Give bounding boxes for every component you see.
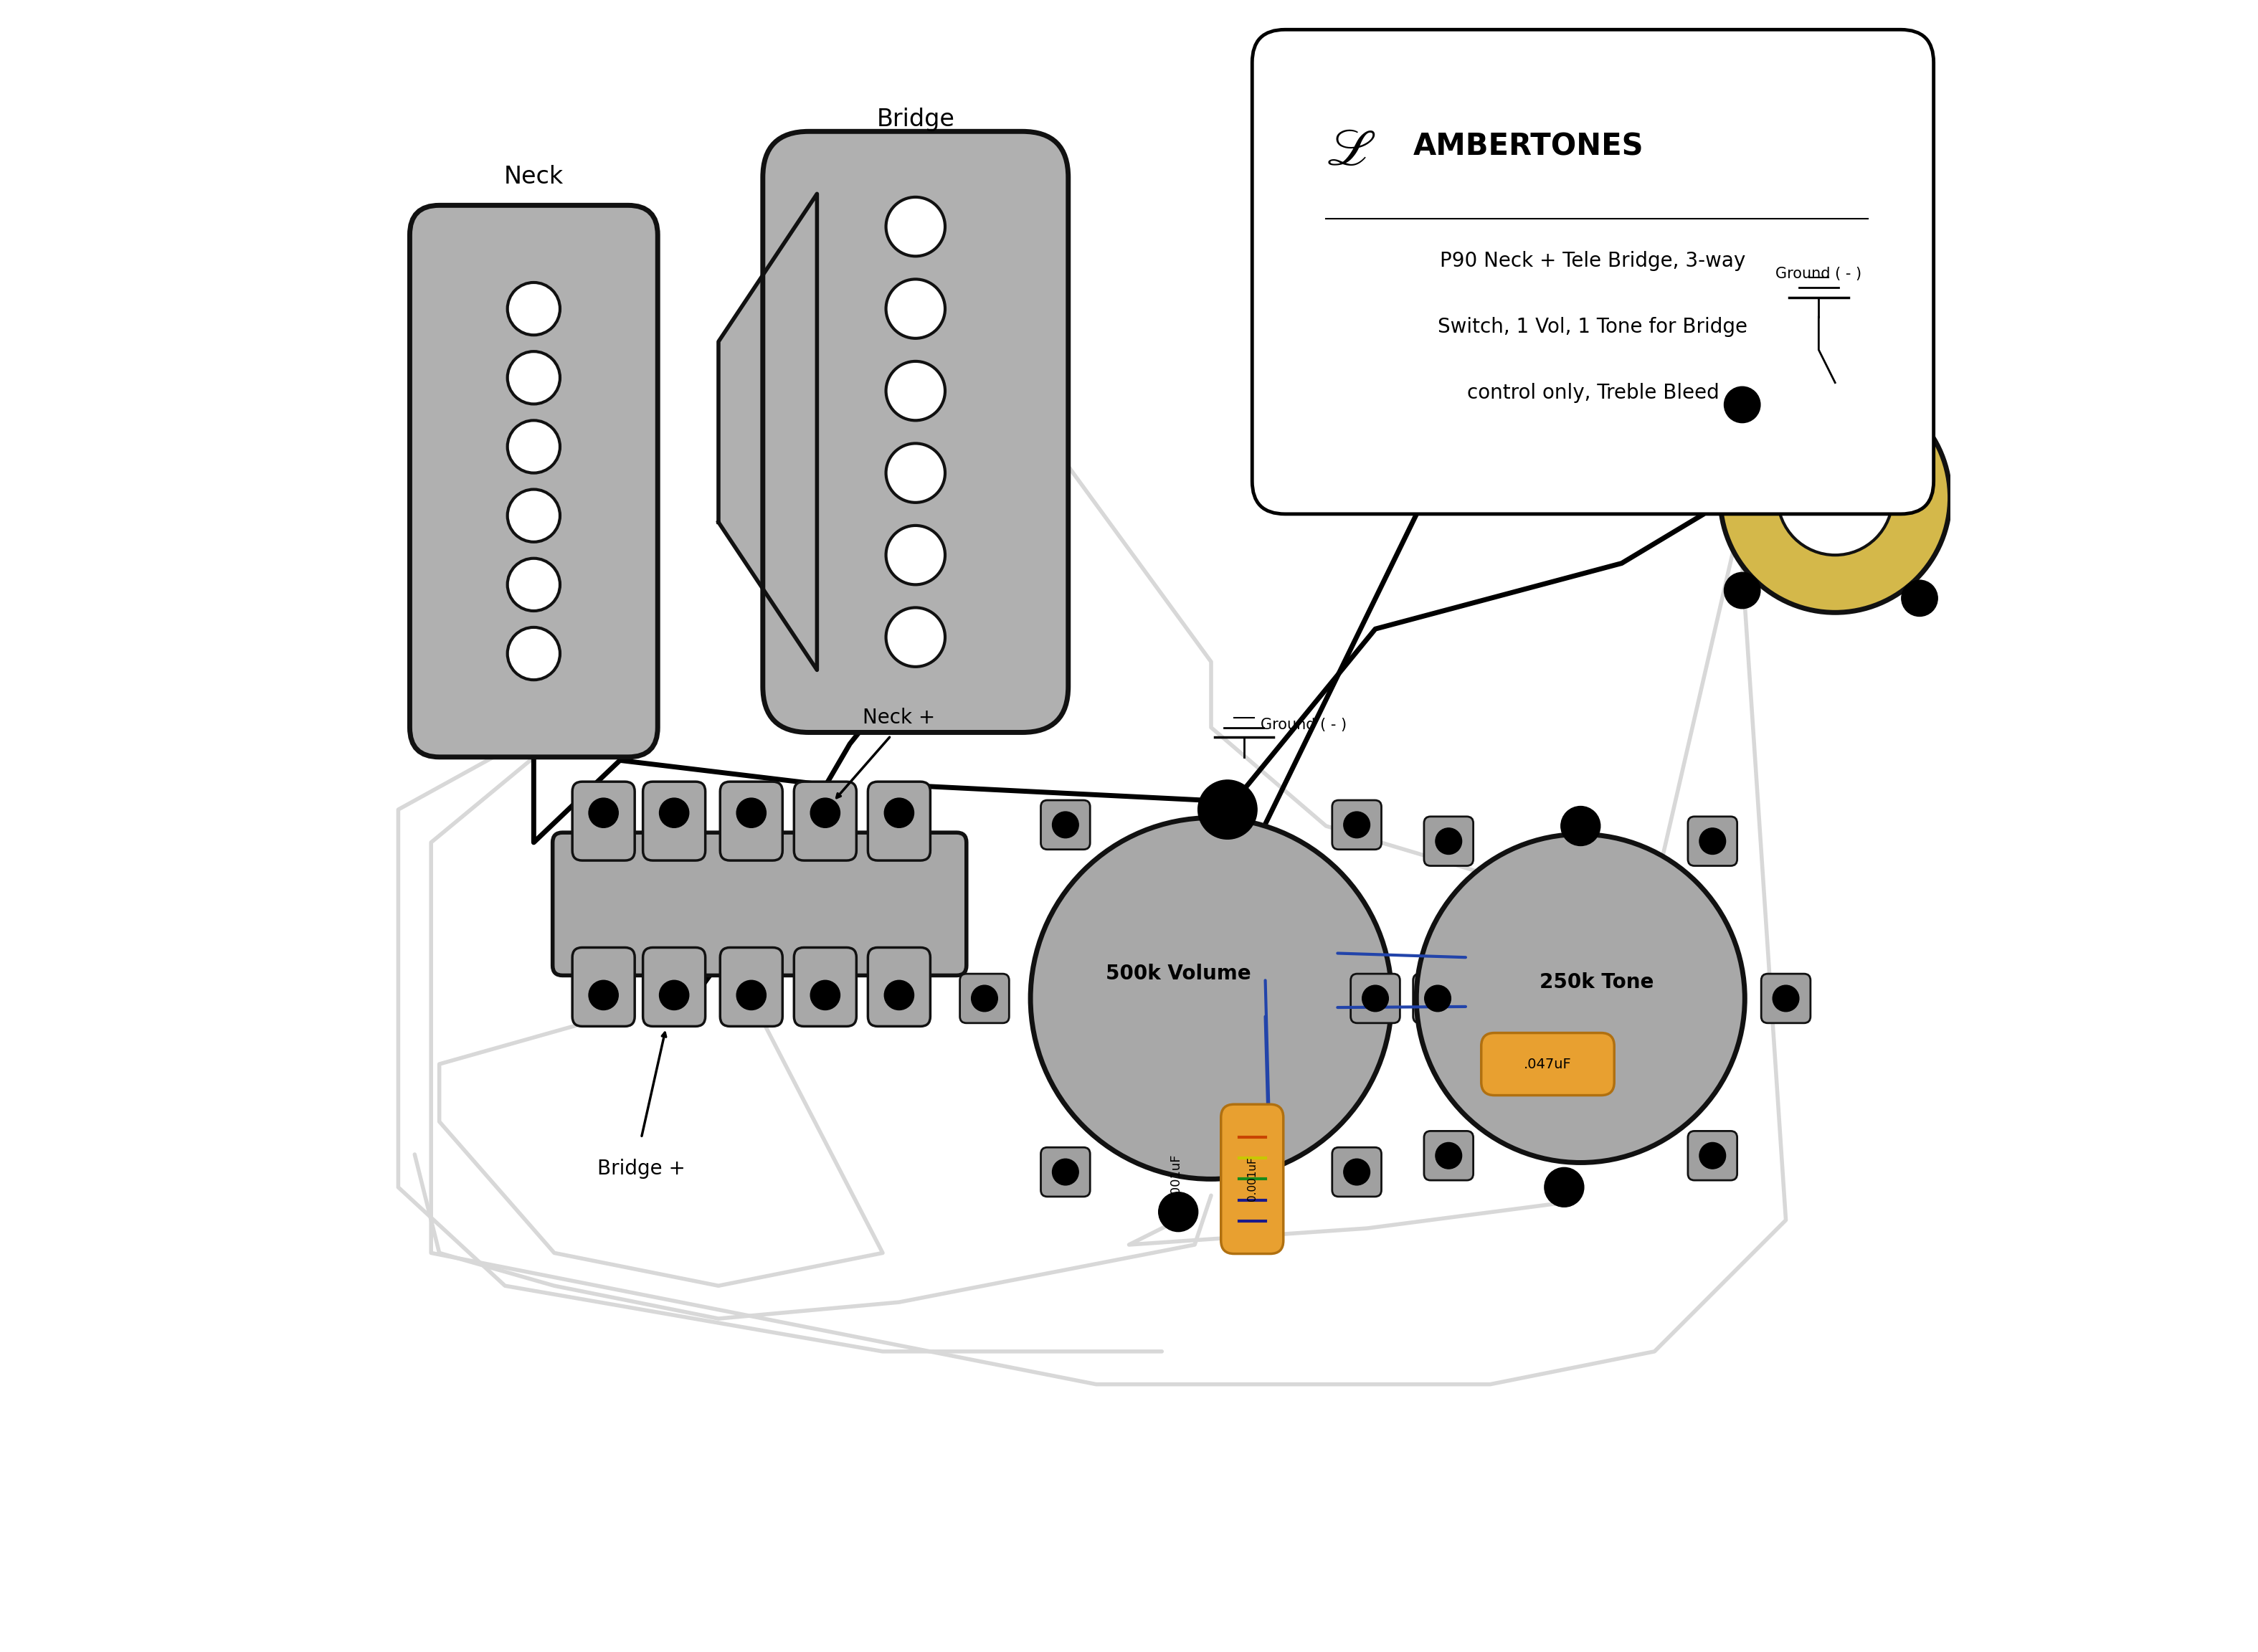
Circle shape [1030, 818, 1391, 1180]
Text: AMBERTONES: AMBERTONES [1414, 132, 1644, 162]
Polygon shape [718, 193, 817, 671]
Text: Bridge: Bridge [876, 107, 955, 132]
Circle shape [885, 197, 946, 256]
Circle shape [1416, 834, 1745, 1163]
FancyBboxPatch shape [960, 973, 1009, 1023]
Text: control only, Treble Bleed: control only, Treble Bleed [1468, 383, 1718, 403]
Circle shape [508, 282, 560, 335]
Text: 250k Tone: 250k Tone [1540, 971, 1655, 993]
Circle shape [885, 443, 946, 502]
Circle shape [1777, 439, 1892, 555]
Circle shape [508, 489, 560, 542]
FancyBboxPatch shape [1332, 800, 1382, 849]
FancyBboxPatch shape [720, 781, 784, 861]
Circle shape [1158, 1193, 1199, 1232]
Circle shape [1560, 806, 1601, 846]
FancyBboxPatch shape [1761, 973, 1811, 1023]
Circle shape [1725, 387, 1761, 423]
Circle shape [971, 985, 998, 1011]
FancyBboxPatch shape [1332, 1148, 1382, 1196]
FancyBboxPatch shape [867, 781, 930, 861]
FancyBboxPatch shape [571, 948, 634, 1026]
FancyBboxPatch shape [795, 948, 856, 1026]
Circle shape [1700, 828, 1725, 854]
Circle shape [1344, 1158, 1371, 1184]
Circle shape [1052, 1158, 1079, 1184]
Text: 0.001uF: 0.001uF [1170, 1153, 1183, 1204]
Text: Ground ( - ): Ground ( - ) [1260, 719, 1346, 732]
Text: Bridge +: Bridge + [596, 1160, 686, 1180]
Circle shape [508, 352, 560, 405]
Circle shape [1773, 985, 1800, 1011]
FancyBboxPatch shape [720, 948, 784, 1026]
Text: P90 Neck + Tele Bridge, 3-way: P90 Neck + Tele Bridge, 3-way [1441, 251, 1745, 271]
Circle shape [885, 980, 914, 1009]
Circle shape [508, 628, 560, 681]
FancyBboxPatch shape [1689, 1132, 1736, 1180]
FancyBboxPatch shape [1425, 816, 1472, 866]
FancyBboxPatch shape [867, 948, 930, 1026]
Circle shape [659, 798, 689, 828]
Circle shape [1436, 828, 1461, 854]
FancyBboxPatch shape [795, 781, 856, 861]
FancyBboxPatch shape [1041, 800, 1091, 849]
Circle shape [885, 608, 946, 667]
FancyBboxPatch shape [1481, 1032, 1614, 1095]
Circle shape [885, 798, 914, 828]
Text: $\mathscr{L}$: $\mathscr{L}$ [1325, 126, 1375, 175]
Text: 0.001uF: 0.001uF [1246, 1156, 1258, 1201]
Circle shape [885, 279, 946, 339]
Circle shape [885, 525, 946, 585]
Circle shape [508, 420, 560, 472]
Circle shape [811, 980, 840, 1009]
Text: 500k Volume: 500k Volume [1106, 963, 1251, 985]
Circle shape [1052, 811, 1079, 838]
Circle shape [1199, 780, 1258, 839]
FancyBboxPatch shape [1689, 816, 1736, 866]
Circle shape [1436, 1143, 1461, 1168]
Circle shape [736, 980, 765, 1009]
Text: .047uF: .047uF [1524, 1057, 1572, 1070]
Circle shape [1725, 572, 1761, 608]
Circle shape [1901, 580, 1937, 616]
FancyBboxPatch shape [1222, 1104, 1283, 1254]
Circle shape [1344, 811, 1371, 838]
FancyBboxPatch shape [1253, 30, 1933, 514]
Text: Switch, 1 Vol, 1 Tone for Bridge: Switch, 1 Vol, 1 Tone for Bridge [1438, 317, 1748, 337]
Circle shape [1544, 1168, 1583, 1208]
Circle shape [736, 798, 765, 828]
FancyBboxPatch shape [571, 781, 634, 861]
Circle shape [811, 798, 840, 828]
Circle shape [1700, 1143, 1725, 1168]
FancyBboxPatch shape [1350, 973, 1400, 1023]
Circle shape [589, 798, 619, 828]
FancyBboxPatch shape [644, 781, 704, 861]
FancyBboxPatch shape [553, 833, 966, 975]
Circle shape [508, 558, 560, 611]
Circle shape [1362, 985, 1389, 1011]
Circle shape [885, 362, 946, 420]
Text: Neck +: Neck + [863, 707, 935, 727]
Text: Ground ( - ): Ground ( - ) [1775, 266, 1863, 281]
FancyBboxPatch shape [1414, 973, 1463, 1023]
FancyBboxPatch shape [1425, 1132, 1472, 1180]
Text: Neck: Neck [504, 165, 564, 188]
FancyBboxPatch shape [763, 132, 1068, 732]
Circle shape [659, 980, 689, 1009]
FancyBboxPatch shape [409, 205, 657, 757]
FancyBboxPatch shape [1041, 1148, 1091, 1196]
FancyBboxPatch shape [644, 948, 704, 1026]
Circle shape [1721, 383, 1951, 613]
Circle shape [589, 980, 619, 1009]
Circle shape [1425, 985, 1452, 1011]
